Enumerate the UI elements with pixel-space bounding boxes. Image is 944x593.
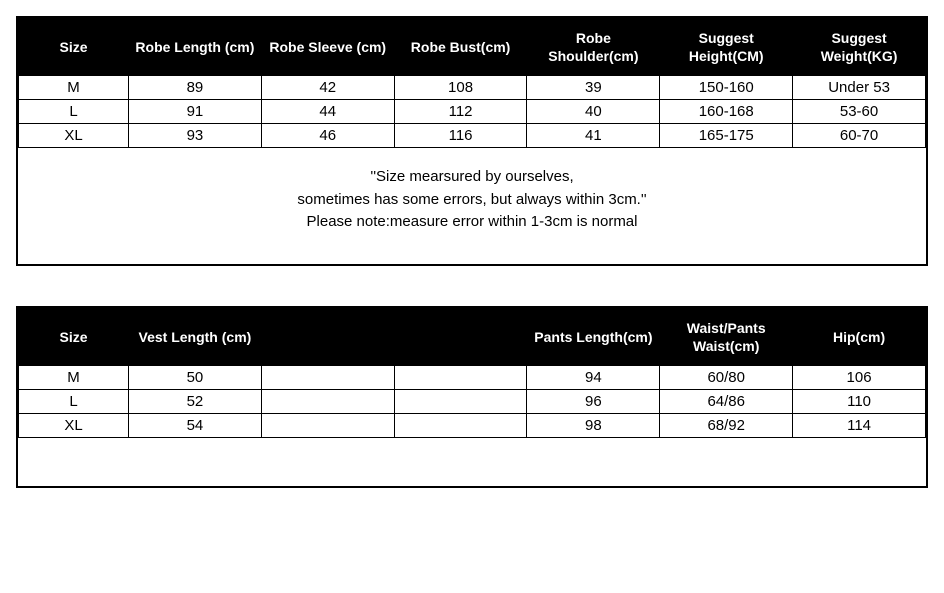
table-header-row: Size Vest Length (cm) Pants Length(cm) W… [19,308,926,365]
cell-value: 40 [527,100,660,124]
cell-value: 96 [527,390,660,414]
cell-empty [394,414,527,438]
col-header-vest-length: Vest Length (cm) [129,308,262,365]
col-header-waist: Waist/Pants Waist(cm) [660,308,793,365]
col-header-pants-length: Pants Length(cm) [527,308,660,365]
cell-value: 98 [527,414,660,438]
robe-size-table-container: Size Robe Length (cm) Robe Sleeve (cm) R… [16,16,928,266]
cell-size: L [19,390,129,414]
cell-value: 50 [129,366,262,390]
table-row: XL 54 98 68/92 114 [19,414,926,438]
cell-value: 60/80 [660,366,793,390]
col-header-suggest-height: Suggest Height(CM) [660,19,793,76]
note-line: ''Size mearsured by ourselves, [370,168,573,185]
cell-empty [261,414,394,438]
col-header-robe-shoulder: Robe Shoulder(cm) [527,19,660,76]
cell-value: 41 [527,124,660,148]
table-header-row: Size Robe Length (cm) Robe Sleeve (cm) R… [19,19,926,76]
col-header-empty [394,308,527,365]
note-line: Please note:measure error within 1-3cm i… [307,213,638,230]
empty-footer-row [19,438,926,486]
cell-value: 110 [793,390,926,414]
cell-size: L [19,100,129,124]
cell-value: 165-175 [660,124,793,148]
col-header-robe-sleeve: Robe Sleeve (cm) [261,19,394,76]
cell-empty [394,366,527,390]
cell-empty [261,390,394,414]
cell-empty [394,390,527,414]
cell-value: 52 [129,390,262,414]
col-header-size: Size [19,19,129,76]
col-header-size: Size [19,308,129,365]
table-row: L 91 44 112 40 160-168 53-60 [19,100,926,124]
cell-value: 46 [261,124,394,148]
table-row: M 89 42 108 39 150-160 Under 53 [19,76,926,100]
cell-value: 150-160 [660,76,793,100]
cell-value: 39 [527,76,660,100]
cell-value: 64/86 [660,390,793,414]
size-note: ''Size mearsured by ourselves, sometimes… [19,148,926,264]
note-row: ''Size mearsured by ourselves, sometimes… [19,148,926,264]
cell-size: XL [19,124,129,148]
table-row: XL 93 46 116 41 165-175 60-70 [19,124,926,148]
cell-value: 44 [261,100,394,124]
col-header-robe-length: Robe Length (cm) [129,19,262,76]
col-header-suggest-weight: Suggest Weight(KG) [793,19,926,76]
col-header-hip: Hip(cm) [793,308,926,365]
cell-value: 53-60 [793,100,926,124]
cell-size: XL [19,414,129,438]
cell-empty [261,366,394,390]
cell-value: 94 [527,366,660,390]
cell-value: 93 [129,124,262,148]
col-header-empty [261,308,394,365]
cell-value: 54 [129,414,262,438]
vest-pants-size-table: Size Vest Length (cm) Pants Length(cm) W… [18,308,926,486]
cell-value: 42 [261,76,394,100]
cell-size: M [19,76,129,100]
cell-value: 68/92 [660,414,793,438]
empty-footer-cell [19,438,926,486]
cell-value: 108 [394,76,527,100]
table-row: L 52 96 64/86 110 [19,390,926,414]
note-line: sometimes has some errors, but always wi… [297,191,646,208]
robe-size-table: Size Robe Length (cm) Robe Sleeve (cm) R… [18,18,926,264]
cell-value: 116 [394,124,527,148]
vest-pants-size-table-container: Size Vest Length (cm) Pants Length(cm) W… [16,306,928,488]
cell-value: 60-70 [793,124,926,148]
cell-value: 106 [793,366,926,390]
cell-value: 91 [129,100,262,124]
cell-size: M [19,366,129,390]
cell-value: 160-168 [660,100,793,124]
cell-value: 112 [394,100,527,124]
cell-value: 89 [129,76,262,100]
cell-value: 114 [793,414,926,438]
table-row: M 50 94 60/80 106 [19,366,926,390]
col-header-robe-bust: Robe Bust(cm) [394,19,527,76]
cell-value: Under 53 [793,76,926,100]
